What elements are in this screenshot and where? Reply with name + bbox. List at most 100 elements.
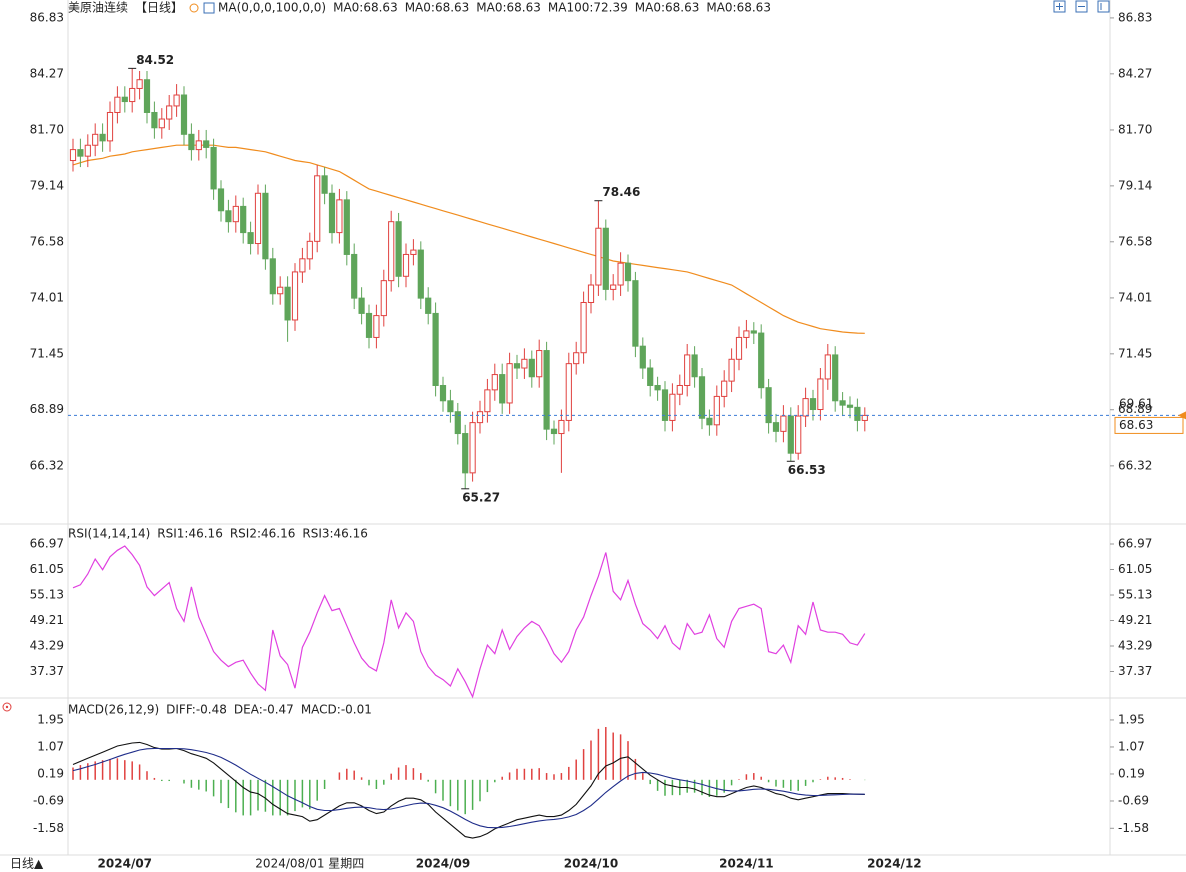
- y-tick-label: 66.97: [30, 537, 64, 551]
- candle-body: [114, 96, 121, 113]
- candle-body: [476, 411, 484, 424]
- y-tick-label-right: 1.07: [1118, 739, 1145, 753]
- y-tick-label: 43.29: [30, 639, 64, 653]
- legend-item: MA0:68.63: [333, 1, 398, 15]
- candle-body: [661, 389, 669, 421]
- y-tick-label-right: 37.37: [1118, 664, 1152, 678]
- candle-body: [809, 398, 817, 411]
- candle-body: [247, 232, 254, 245]
- y-tick-label: -1.58: [33, 821, 64, 835]
- candle-body: [410, 249, 417, 255]
- candle-body: [624, 262, 632, 282]
- candle-body: [639, 345, 646, 369]
- candle-body: [587, 284, 595, 303]
- y-tick-label: 1.95: [37, 712, 64, 726]
- candle-body: [314, 175, 321, 242]
- candle-body: [195, 140, 202, 151]
- settings-icon: [5, 705, 9, 709]
- candle-body: [499, 374, 506, 404]
- candle-body: [706, 417, 713, 426]
- dea-line: [72, 747, 865, 829]
- candle-body: [277, 286, 284, 295]
- y-tick-label: -0.69: [33, 793, 64, 807]
- candle-body: [632, 280, 639, 347]
- candle-body: [306, 240, 313, 260]
- candle-body: [365, 312, 373, 338]
- legend-icon: [203, 2, 215, 14]
- candle-body: [536, 350, 543, 378]
- candle-body: [676, 384, 683, 395]
- rsi-line: [72, 545, 866, 699]
- candle-body: [188, 133, 195, 151]
- candle-body: [299, 258, 306, 273]
- candle-body: [336, 199, 343, 234]
- candle-body: [484, 389, 491, 413]
- period-label: 日线▲: [10, 857, 44, 871]
- candle-body: [817, 378, 824, 411]
- toolbar-icons[interactable]: [1053, 0, 1110, 13]
- y-tick-label-right: 76.58: [1118, 234, 1152, 248]
- crosshair-price-label: 69.61: [1119, 397, 1153, 411]
- candle-body: [713, 395, 720, 426]
- candle-body: [180, 94, 188, 135]
- candle-body: [735, 336, 743, 360]
- candle-body: [780, 415, 787, 432]
- candle-body: [343, 199, 350, 255]
- zoom-out-icon[interactable]: [1075, 0, 1088, 13]
- layout-icon[interactable]: [1097, 0, 1110, 13]
- legend-item: MA(0,0,0,100,0,0): [218, 1, 326, 15]
- y-tick-label-right: 84.27: [1118, 66, 1152, 80]
- candle-body: [284, 286, 291, 321]
- legend-item: DIFF:-0.48: [166, 703, 227, 717]
- legend-item: MA0:68.63: [706, 1, 771, 15]
- x-tick-label: 2024/08/01 星期四: [255, 857, 364, 871]
- legend-item: MACD(26,12,9): [68, 703, 159, 717]
- y-tick-label: 74.01: [30, 290, 64, 304]
- y-tick-label-right: 43.29: [1118, 639, 1152, 653]
- candle-body: [721, 380, 728, 397]
- settings-icon[interactable]: [2, 702, 12, 712]
- candle-body: [225, 210, 232, 223]
- candle-body: [121, 96, 128, 103]
- x-tick-label: 2024/09: [416, 857, 470, 871]
- candle-body: [210, 146, 217, 190]
- candle-body: [203, 140, 210, 148]
- legend-item: MA0:68.63: [635, 1, 700, 15]
- candle-body: [388, 221, 395, 282]
- candle-body: [262, 192, 269, 260]
- legend-item: MA100:72.39: [548, 1, 628, 15]
- candle-body: [795, 415, 802, 454]
- high-label: 78.46: [602, 185, 640, 199]
- settings-icon[interactable]: [2, 702, 12, 712]
- y-tick-label: 76.58: [30, 234, 64, 248]
- candle-body: [602, 227, 609, 290]
- y-tick-label-right: 74.01: [1118, 290, 1152, 304]
- y-tick-label: 37.37: [30, 664, 64, 678]
- candle-body: [129, 87, 136, 103]
- y-tick-label: 61.05: [30, 562, 64, 576]
- y-tick-label-right: 81.70: [1118, 122, 1152, 136]
- candle-body: [454, 411, 461, 435]
- y-tick-label: 81.70: [30, 122, 64, 136]
- candle-body: [143, 79, 151, 113]
- candle-body: [77, 149, 84, 157]
- candle-body: [402, 253, 410, 277]
- candle-body: [232, 205, 239, 223]
- low-label: 65.27: [462, 490, 500, 504]
- candle-body: [469, 422, 476, 474]
- candle-body: [166, 105, 173, 120]
- zoom-icon[interactable]: [1053, 0, 1066, 13]
- legend-item: RSI2:46.16: [230, 527, 296, 541]
- legend-icon: [189, 3, 199, 13]
- candle-body: [462, 433, 469, 474]
- candle-body: [765, 387, 772, 424]
- candle-body: [528, 358, 535, 378]
- candle-body: [610, 284, 617, 290]
- candle-body: [151, 111, 158, 129]
- y-tick-label-right: 66.97: [1118, 537, 1152, 551]
- candle-body: [395, 221, 402, 277]
- candle-body: [291, 271, 299, 321]
- legend-item: 【日线】: [135, 1, 183, 15]
- candle-body: [647, 367, 654, 386]
